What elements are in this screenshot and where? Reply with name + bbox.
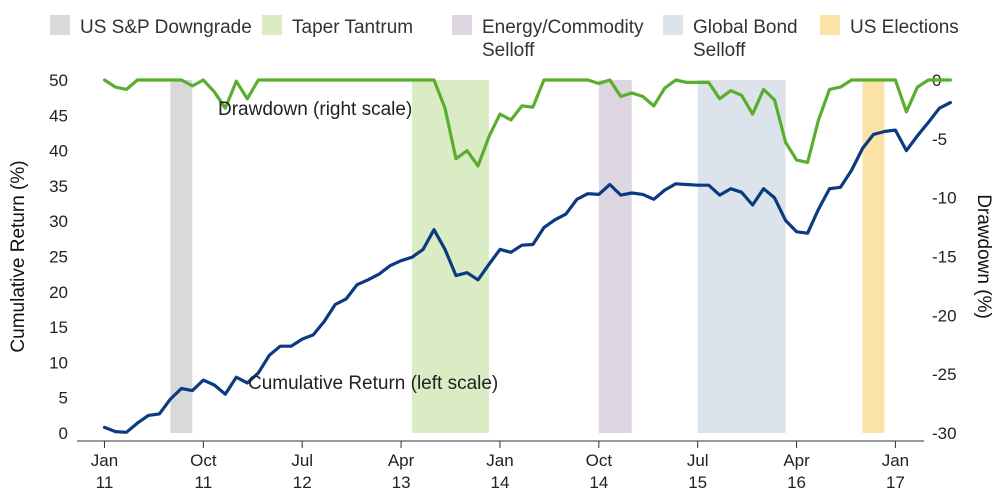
shaded-period-global-bond-selloff <box>697 80 786 433</box>
series-line-drawdown-right-scale <box>102 78 953 168</box>
x-tick-label: Apr <box>388 451 415 470</box>
legend-label-us-elections: US Elections <box>850 17 959 38</box>
y-right-tick-label: -20 <box>932 306 957 325</box>
y-left-tick-label: 0 <box>59 424 68 443</box>
annotations: Drawdown (right scale) Cumulative Return … <box>218 99 498 394</box>
legend-swatch-energy-commodity-selloff <box>452 15 472 35</box>
x-tick-label-year: 11 <box>195 473 213 492</box>
y-left-tick-label: 40 <box>49 142 68 161</box>
x-tick-label: Apr <box>783 451 810 470</box>
y-left-tick-label: 15 <box>49 318 68 337</box>
series-lines <box>102 78 953 434</box>
x-tick-label: Oct <box>190 451 217 470</box>
shaded-period-energy-commodity-selloff <box>598 80 632 433</box>
x-tick-label: Jul <box>687 451 709 470</box>
y-right-tick-label: -10 <box>932 189 957 208</box>
annotation-cumulative-return-left-scale: Cumulative Return (left scale) <box>248 373 498 394</box>
legend-swatch-us-elections <box>820 15 840 35</box>
y-left-tick-label: 30 <box>49 212 68 231</box>
legend-swatch-global-bond-selloff <box>663 15 683 35</box>
legend: US S&P Downgrade Taper Tantrum Energy/Comm… <box>50 15 959 61</box>
x-tick-label-year: 16 <box>787 473 806 492</box>
y-left-tick-label: 5 <box>59 389 68 408</box>
x-tick-label-year: 14 <box>490 473 509 492</box>
x-tick-label-year: 15 <box>688 473 707 492</box>
y-right-tick-label: -15 <box>932 248 957 267</box>
x-tick-label: Jan <box>91 451 118 470</box>
shaded-period-us-elections <box>862 80 885 433</box>
y-right-axis-title: Drawdown (%) <box>973 194 994 319</box>
legend-label-energy-commodity-selloff: Energy/Commodity Selloff <box>482 17 644 61</box>
y-right-tick-label: -5 <box>932 130 947 149</box>
x-tick-label-year: 11 <box>96 473 114 492</box>
axes: Jan 11 Oct 11 Jul 12 Apr 13 Jan 14 Oct 14 Jul 15 Apr 16… <box>8 71 994 492</box>
x-tick-label-year: 17 <box>886 473 905 492</box>
x-tick-label: Oct <box>586 451 613 470</box>
x-tick-label: Jul <box>291 451 313 470</box>
series-line-cumulative-return-left-scale <box>102 100 953 434</box>
y-right-tick-label: -30 <box>932 424 957 443</box>
annotation-drawdown-right-scale: Drawdown (right scale) <box>218 99 412 120</box>
shaded-periods <box>170 80 885 433</box>
x-tick-label-year: 14 <box>589 473 608 492</box>
y-left-tick-label: 10 <box>49 353 68 372</box>
y-right-tick-label: -25 <box>932 365 957 384</box>
legend-label-global-bond-selloff: Global Bond Selloff <box>693 17 798 61</box>
y-left-tick-label: 50 <box>49 71 68 90</box>
x-tick-label-year: 13 <box>392 473 411 492</box>
y-left-tick-label: 20 <box>49 283 68 302</box>
x-tick-label: Jan <box>882 451 909 470</box>
shaded-period-us-s-p-downgrade <box>170 80 193 433</box>
y-left-tick-label: 45 <box>49 106 68 125</box>
x-tick-label: Jan <box>486 451 513 470</box>
legend-swatch-taper-tantrum <box>262 15 282 35</box>
legend-label-us-s-p-downgrade: US S&P Downgrade <box>80 17 252 38</box>
legend-swatch-us-s-p-downgrade <box>50 15 70 35</box>
y-left-tick-label: 35 <box>49 177 68 196</box>
legend-label-taper-tantrum: Taper Tantrum <box>292 17 413 38</box>
y-left-axis-title: Cumulative Return (%) <box>8 160 29 352</box>
y-left-tick-label: 25 <box>49 248 68 267</box>
x-tick-label-year: 12 <box>293 473 312 492</box>
